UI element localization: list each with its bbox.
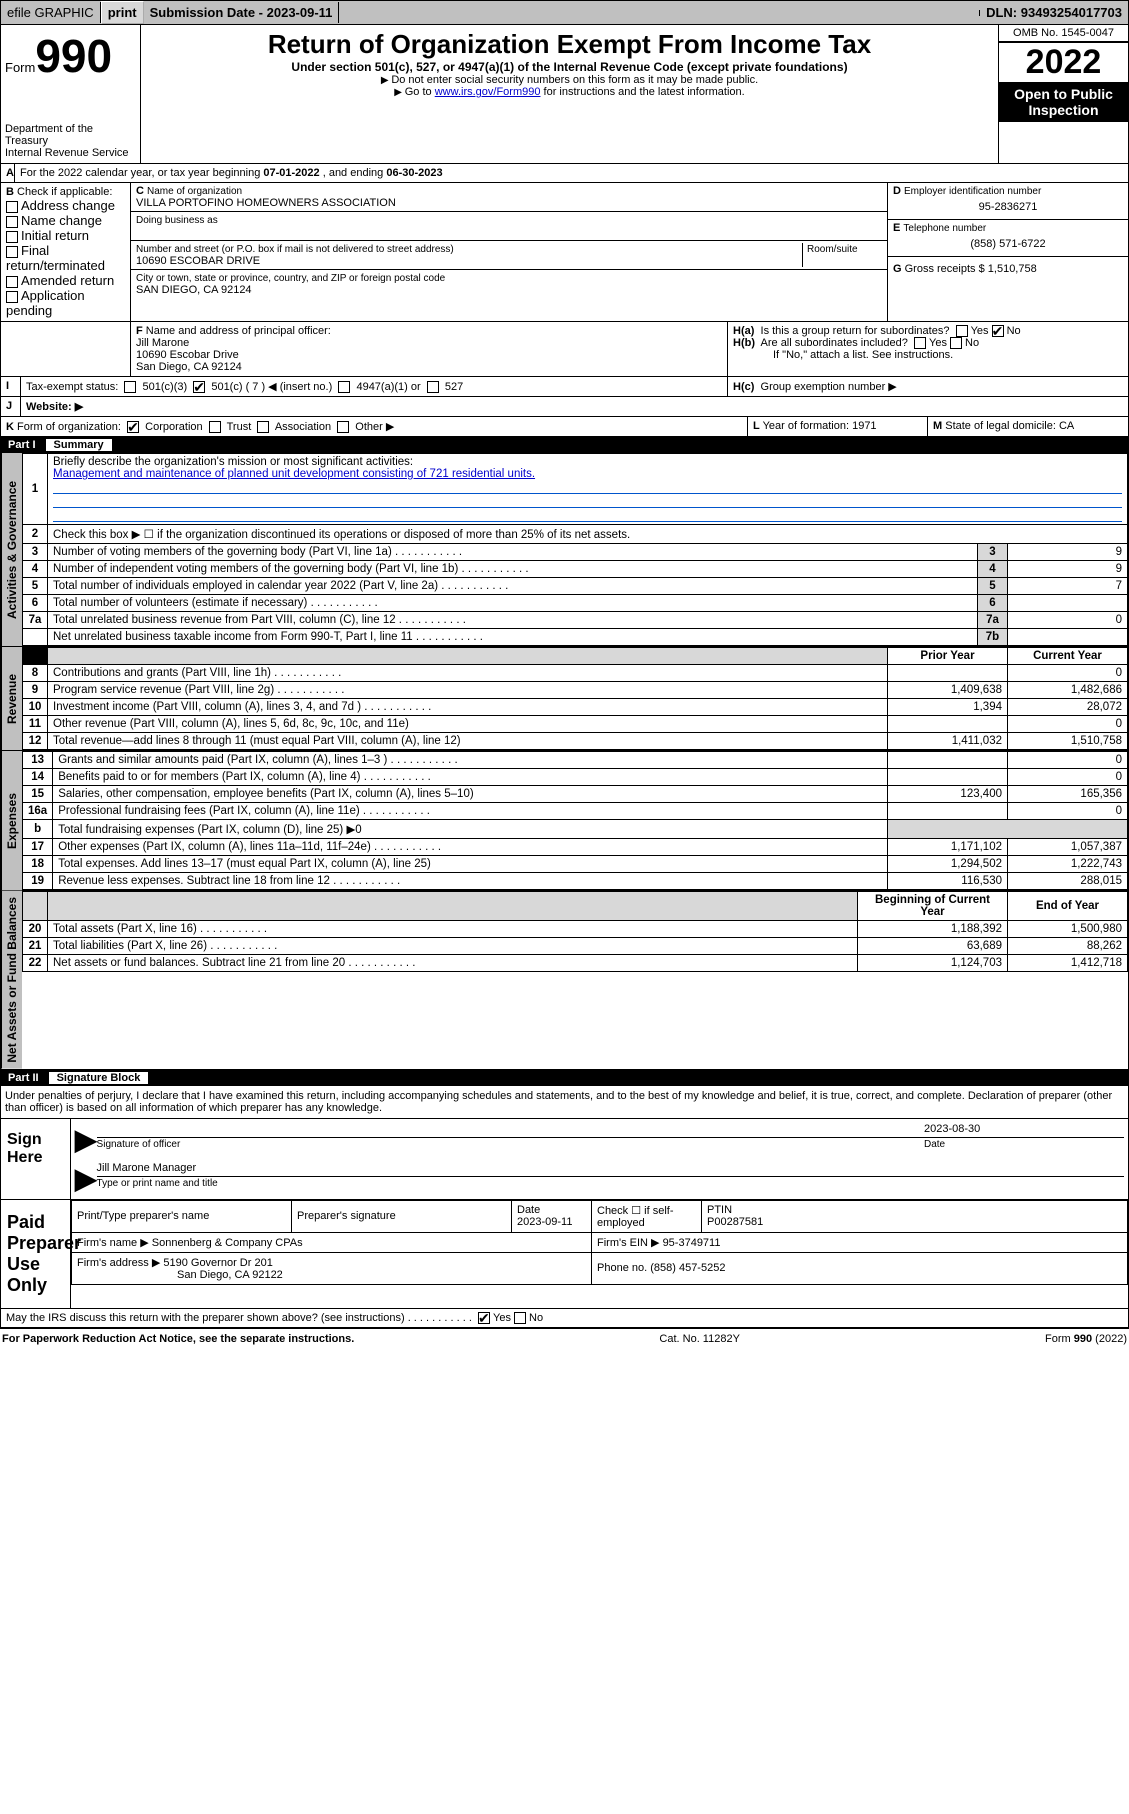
penalties-text: Under penalties of perjury, I declare th…	[0, 1086, 1129, 1119]
page-footer: For Paperwork Reduction Act Notice, see …	[0, 1329, 1129, 1349]
dba-cell: Doing business as	[131, 212, 887, 241]
mission-text[interactable]: Management and maintenance of planned un…	[53, 468, 535, 480]
dept-treasury: Department of the Treasury	[5, 123, 136, 147]
gross-receipts: G Gross receipts $ 1,510,758	[888, 257, 1128, 281]
entity-block: B Check if applicable: Address change Na…	[0, 183, 1129, 322]
h-b: H(b) Are all subordinates included? Yes …	[733, 337, 1123, 349]
h-a: H(a) Is this a group return for subordin…	[733, 325, 1123, 337]
part1-header: Part ISummary	[0, 437, 1129, 453]
part2-header: Part IISignature Block	[0, 1070, 1129, 1086]
netassets-section: Net Assets or Fund Balances Beginning of…	[0, 891, 1129, 1070]
activities-section: Activities & Governance 1 Briefly descri…	[0, 453, 1129, 647]
form-title: Return of Organization Exempt From Incom…	[145, 29, 994, 60]
irs-label: Internal Revenue Service	[5, 147, 136, 159]
officer-block: F Name and address of principal officer:…	[0, 322, 1129, 377]
ein-cell: D Employer identification number 95-2836…	[888, 183, 1128, 220]
open-public-badge: Open to Public Inspection	[999, 82, 1128, 122]
org-name-cell: C Name of organization VILLA PORTOFINO H…	[131, 183, 887, 212]
street-cell: Number and street (or P.O. box if mail i…	[131, 241, 887, 270]
form-header: Form990 Department of the Treasury Inter…	[0, 25, 1129, 164]
submission-date: Submission Date - 2023-09-11	[144, 2, 340, 23]
org-form-row: K Form of organization: Corporation Trus…	[0, 417, 1129, 437]
phone-cell: E Telephone number (858) 571-6722	[888, 220, 1128, 257]
top-toolbar: efile GRAPHIC print Submission Date - 20…	[0, 0, 1129, 25]
website-row: J Website: ▶	[0, 397, 1129, 417]
tax-status-row: I Tax-exempt status: 501(c)(3) 501(c) ( …	[0, 377, 1129, 397]
h-note: If "No," attach a list. See instructions…	[733, 349, 1123, 361]
expenses-label: Expenses	[1, 751, 22, 890]
netassets-label: Net Assets or Fund Balances	[1, 891, 22, 1069]
form990-link[interactable]: www.irs.gov/Form990	[435, 86, 541, 98]
dln: DLN: 93493254017703	[980, 2, 1128, 23]
activities-label: Activities & Governance	[1, 453, 22, 646]
expenses-section: Expenses 13Grants and similar amounts pa…	[0, 751, 1129, 891]
print-button[interactable]: print	[101, 1, 144, 24]
form-subtitle: Under section 501(c), 527, or 4947(a)(1)…	[145, 60, 994, 74]
discuss-row: May the IRS discuss this return with the…	[0, 1309, 1129, 1328]
ssn-note: Do not enter social security numbers on …	[145, 74, 994, 86]
omb-number: OMB No. 1545-0047	[999, 25, 1128, 42]
paid-preparer-block: Paid Preparer Use Only Print/Type prepar…	[0, 1200, 1129, 1309]
efile-label: efile GRAPHIC	[1, 2, 101, 23]
form-number: Form990	[5, 29, 136, 83]
goto-note: Go to www.irs.gov/Form990 for instructio…	[145, 86, 994, 98]
city-cell: City or town, state or province, country…	[131, 270, 887, 298]
sign-here-block: Sign Here ▶ Signature of officer 2023-08…	[0, 1119, 1129, 1200]
tax-year: 2022	[999, 42, 1128, 82]
revenue-label: Revenue	[1, 647, 22, 750]
section-a-row: A For the 2022 calendar year, or tax yea…	[0, 164, 1129, 183]
revenue-section: Revenue bPrior YearCurrent Year 8Contrib…	[0, 647, 1129, 751]
